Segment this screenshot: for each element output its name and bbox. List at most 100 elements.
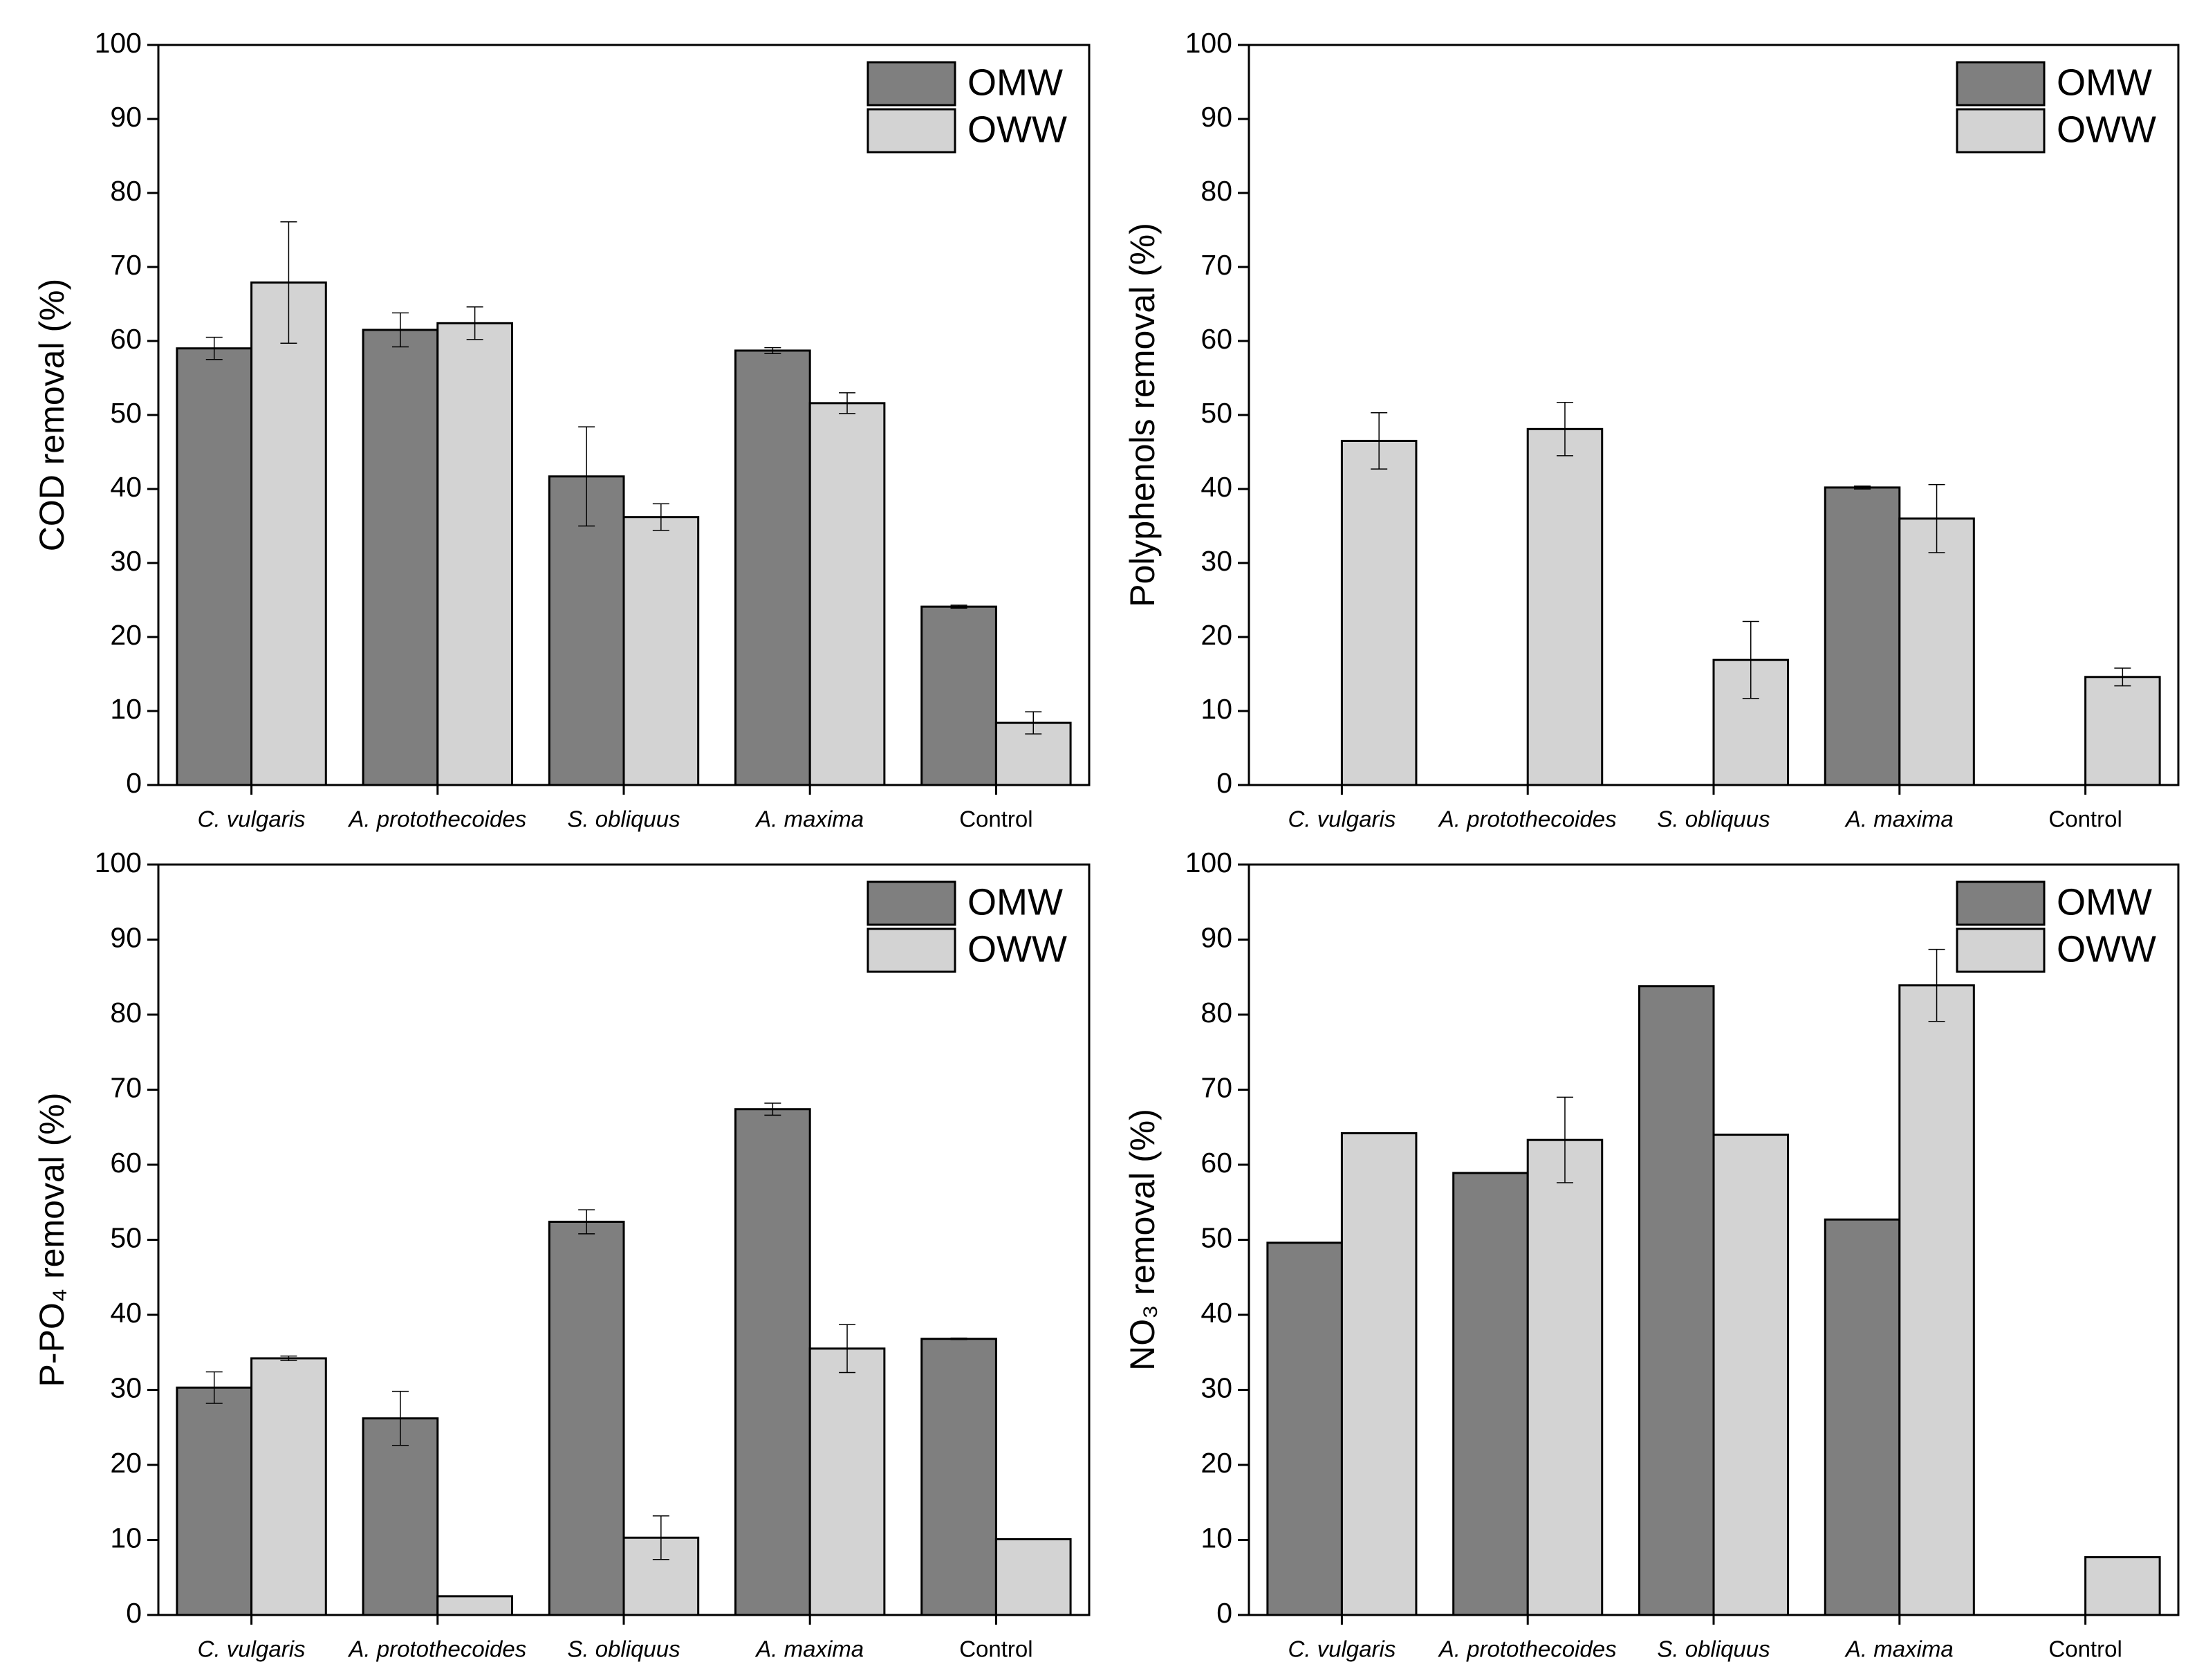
y-tick-label: 0 [126, 767, 142, 799]
bar [250, 1357, 327, 1616]
y-tick-label: 90 [1201, 921, 1232, 953]
bar [1712, 1134, 1790, 1616]
error-bar [950, 604, 967, 609]
x-tick-label: Control [959, 806, 1032, 832]
error-bar [839, 392, 856, 414]
y-tick-label: 70 [110, 1071, 142, 1103]
error-bar [205, 1371, 223, 1404]
bar [1638, 985, 1715, 1616]
y-tick-label: 70 [1201, 249, 1232, 281]
error-bar [466, 306, 483, 340]
y-tick-label: 10 [110, 1522, 142, 1553]
error-bar [2114, 667, 2131, 687]
error-bar [1556, 402, 1573, 456]
error-bar [764, 1102, 781, 1116]
y-tick-label: 100 [1185, 27, 1232, 59]
error-bar [578, 426, 595, 527]
error-bar [280, 221, 297, 344]
bar [362, 329, 439, 786]
x-tick-label: Control [2048, 806, 2122, 832]
bar [1898, 984, 1975, 1616]
legend-swatch [866, 880, 956, 926]
bar [808, 1347, 886, 1616]
y-tick-label: 40 [1201, 471, 1232, 503]
legend-swatch [1956, 108, 2046, 154]
y-tick-label: 100 [95, 847, 142, 878]
y-tick-label: 10 [110, 693, 142, 725]
y-tick-label: 40 [1201, 1297, 1232, 1329]
y-tick-label: 0 [1216, 767, 1232, 799]
y-tick-label: 80 [1201, 175, 1232, 207]
bar [622, 516, 700, 786]
bar [1526, 1138, 1604, 1616]
y-tick-label: 60 [1201, 323, 1232, 355]
x-tick-label: C. vulgaris [198, 1636, 306, 1662]
error-bar [1854, 485, 1871, 490]
y-tick-label: 60 [110, 323, 142, 355]
error-bar [1742, 620, 1759, 699]
y-axis-label: Polyphenols removal (%) [1123, 223, 1162, 607]
x-tick-label: S. obliquus [1657, 1636, 1770, 1662]
bar [1526, 427, 1604, 786]
bar [1824, 1218, 1901, 1616]
y-tick-label: 20 [110, 619, 142, 651]
error-bar [839, 1324, 856, 1374]
y-tick-label: 50 [110, 397, 142, 429]
error-bar [391, 312, 409, 348]
legend-swatch [1956, 927, 2046, 973]
bar [920, 605, 997, 786]
y-tick-label: 70 [1201, 1071, 1232, 1103]
y-tick-label: 90 [110, 101, 142, 133]
x-tick-label: S. obliquus [1657, 806, 1770, 832]
legend-label: OWW [2057, 109, 2156, 150]
legend-label: OWW [967, 109, 1067, 150]
legend-swatch [866, 108, 956, 154]
legend-swatch [866, 61, 956, 107]
bar [548, 1220, 625, 1616]
legend-swatch [1956, 61, 2046, 107]
y-tick-label: 90 [1201, 101, 1232, 133]
y-tick-label: 0 [126, 1597, 142, 1629]
y-tick-label: 10 [1201, 693, 1232, 725]
x-tick-label: C. vulgaris [1288, 806, 1396, 832]
bar [436, 322, 513, 786]
y-tick-label: 50 [1201, 1221, 1232, 1253]
legend-label: OWW [2057, 928, 2156, 970]
x-tick-label: A. maxima [754, 806, 864, 832]
bar [994, 1538, 1072, 1616]
y-tick-label: 0 [1216, 1597, 1232, 1629]
error-bar [391, 1390, 409, 1446]
bar [1340, 439, 1418, 786]
y-tick-label: 50 [110, 1221, 142, 1253]
bar [808, 402, 886, 786]
x-tick-label: A. protothecoides [1438, 1636, 1617, 1662]
bar [1824, 486, 1901, 786]
error-bar [764, 347, 781, 354]
bar [436, 1595, 513, 1616]
error-bar [950, 1337, 967, 1340]
y-tick-label: 20 [1201, 619, 1232, 651]
error-bar [1928, 483, 1945, 553]
bar [734, 349, 811, 786]
y-tick-label: 60 [1201, 1147, 1232, 1179]
error-bar [280, 1355, 297, 1361]
bar [2084, 676, 2161, 786]
y-tick-label: 80 [110, 175, 142, 207]
y-tick-label: 20 [110, 1447, 142, 1479]
y-axis-label: COD removal (%) [33, 279, 71, 551]
legend-swatch [1956, 880, 2046, 926]
y-tick-label: 80 [110, 997, 142, 1028]
y-tick-label: 90 [110, 921, 142, 953]
y-tick-label: 30 [1201, 545, 1232, 577]
error-bar [652, 1515, 669, 1560]
legend-label: OMW [2057, 62, 2152, 103]
y-tick-label: 50 [1201, 397, 1232, 429]
bar [2084, 1556, 2161, 1616]
x-tick-label: C. vulgaris [198, 806, 306, 832]
bar [176, 347, 253, 786]
x-tick-label: Control [2048, 1636, 2122, 1662]
bar [1898, 517, 1975, 786]
x-tick-label: S. obliquus [567, 1636, 680, 1662]
x-tick-label: S. obliquus [567, 806, 680, 832]
